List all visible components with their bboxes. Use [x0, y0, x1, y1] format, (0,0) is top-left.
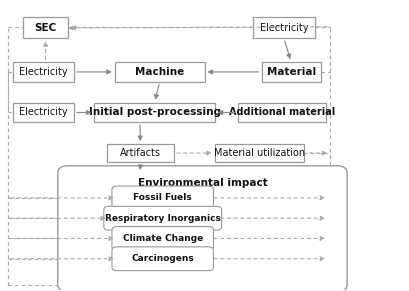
Text: Fossil Fuels: Fossil Fuels [133, 194, 192, 203]
Bar [254, 17, 315, 38]
Text: Environmental impact: Environmental impact [137, 178, 267, 188]
FancyBboxPatch shape [112, 247, 213, 271]
Text: Material utilization: Material utilization [214, 148, 305, 158]
Text: Climate Change: Climate Change [123, 234, 203, 243]
Text: Electricity: Electricity [260, 23, 308, 33]
Bar [13, 62, 74, 82]
Bar [107, 144, 174, 162]
Text: Artifacts: Artifacts [120, 148, 161, 158]
Text: Electricity: Electricity [19, 107, 68, 118]
Bar [215, 144, 304, 162]
Text: Electricity: Electricity [19, 67, 68, 77]
Text: Carcinogens: Carcinogens [131, 254, 194, 263]
FancyBboxPatch shape [112, 186, 213, 210]
Text: Initial post-processing: Initial post-processing [89, 107, 220, 118]
Bar [94, 103, 215, 122]
Text: Machine: Machine [135, 67, 184, 77]
FancyBboxPatch shape [112, 227, 213, 250]
Text: SEC: SEC [34, 23, 57, 33]
Bar [238, 103, 326, 122]
Bar [115, 62, 204, 82]
Bar [23, 17, 68, 38]
FancyBboxPatch shape [58, 166, 347, 291]
FancyBboxPatch shape [104, 206, 222, 230]
Bar [13, 103, 74, 122]
Bar [262, 62, 321, 82]
Text: Respiratory Inorganics: Respiratory Inorganics [105, 214, 221, 223]
Text: Material: Material [267, 67, 316, 77]
Text: Additional material: Additional material [229, 107, 335, 118]
